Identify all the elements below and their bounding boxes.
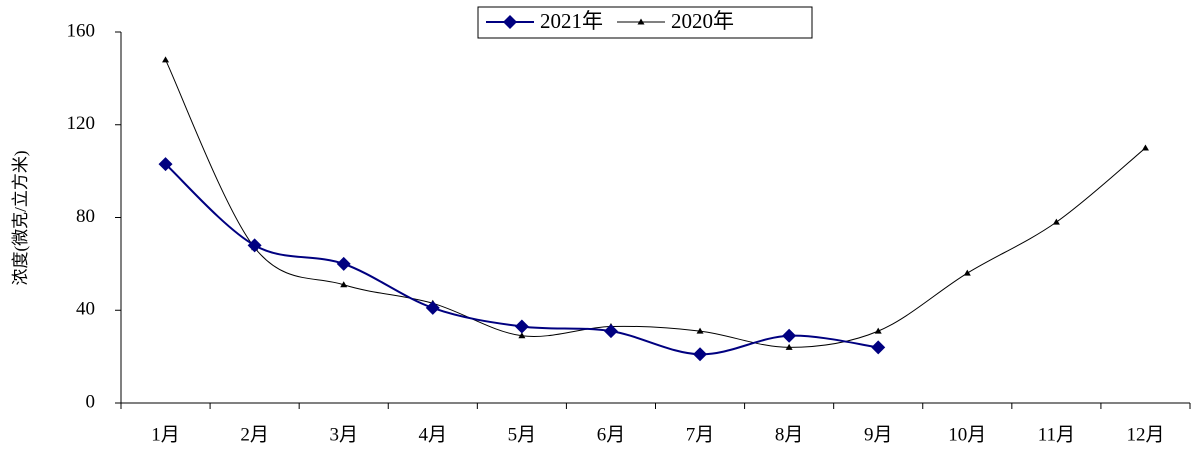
marker bbox=[693, 347, 708, 362]
marker bbox=[158, 157, 173, 172]
y-tick-label: 160 bbox=[67, 20, 96, 41]
legend: 2021年 2020年 bbox=[477, 6, 813, 39]
marker bbox=[340, 281, 348, 288]
marker bbox=[874, 327, 882, 334]
marker bbox=[785, 343, 793, 350]
x-tick-label: 1月 bbox=[151, 424, 180, 445]
x-tick-label: 6月 bbox=[597, 424, 626, 445]
x-tick-label: 3月 bbox=[329, 424, 358, 445]
series bbox=[162, 56, 1149, 350]
marker bbox=[162, 56, 170, 63]
marker bbox=[871, 340, 886, 355]
x-tick-label: 7月 bbox=[686, 424, 715, 445]
x-tick-label: 4月 bbox=[419, 424, 448, 445]
x-tick-label: 10月 bbox=[948, 424, 986, 445]
series-line bbox=[165, 59, 1146, 348]
x-tick-label: 8月 bbox=[775, 424, 804, 445]
marker bbox=[425, 300, 440, 315]
x-tick-label: 5月 bbox=[508, 424, 537, 445]
x-tick-label: 11月 bbox=[1038, 424, 1075, 445]
marker bbox=[1141, 144, 1149, 151]
marker bbox=[518, 332, 526, 339]
y-axis-label: 浓度(微克/立方米) bbox=[11, 150, 30, 285]
x-tick-label: 12月 bbox=[1126, 424, 1164, 445]
x-tick-label: 9月 bbox=[864, 424, 893, 445]
y-tick-label: 40 bbox=[76, 299, 95, 320]
legend-label: 2020年 bbox=[671, 9, 734, 33]
marker bbox=[1052, 218, 1060, 225]
marker bbox=[696, 327, 704, 334]
marker bbox=[603, 324, 618, 339]
y-tick-label: 0 bbox=[86, 391, 96, 412]
marker bbox=[514, 319, 529, 334]
marker bbox=[503, 15, 517, 29]
y-tick-label: 80 bbox=[76, 206, 95, 227]
y-tick-label: 120 bbox=[67, 113, 96, 134]
legend-label: 2021年 bbox=[540, 9, 603, 33]
series bbox=[158, 157, 886, 362]
marker bbox=[782, 328, 797, 343]
marker bbox=[336, 256, 351, 271]
marker bbox=[637, 18, 645, 25]
x-tick-label: 2月 bbox=[240, 424, 269, 445]
marker bbox=[963, 269, 971, 276]
marker bbox=[247, 238, 262, 253]
